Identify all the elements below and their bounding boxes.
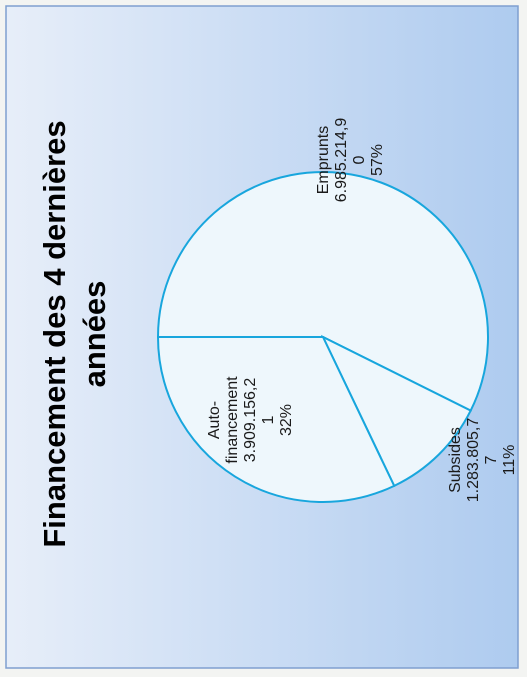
slice-labels: Emprunts 6.985.214,9 0 57% Subsides 1.283.805… xyxy=(206,118,518,503)
slice-label-line: 6.985.214,9 xyxy=(333,118,350,203)
slice-label-line: 1 xyxy=(260,415,277,424)
pie-slice xyxy=(156,336,396,503)
slice-label: Subsides 1.283.805,7 7 11% xyxy=(447,418,518,503)
pie-slice xyxy=(320,334,473,488)
slice-label: Auto-financement 3.909.156,2 1 32% xyxy=(206,376,295,464)
slice-label-line: Subsides xyxy=(447,427,464,493)
slice-label-line: 1.283.805,7 xyxy=(465,418,482,503)
slice-label-line: 0 xyxy=(351,155,368,164)
slice-label-line: Auto- xyxy=(206,401,223,439)
chart-title: Financement des 4 dernières années xyxy=(37,120,112,547)
pie xyxy=(156,171,489,503)
slice-label-line: 32% xyxy=(278,404,295,436)
slice-label-line: financement xyxy=(224,376,241,464)
slice-label-line: 3.909.156,2 xyxy=(242,378,259,463)
slice-label-line: Emprunts xyxy=(315,126,332,194)
slice-label-line: 11% xyxy=(501,445,518,476)
slice-label-line: 57% xyxy=(369,144,386,176)
chart-title-line-2: années xyxy=(77,281,112,388)
pie-slice xyxy=(156,171,489,412)
chart-title-line-1: Financement des 4 dernières xyxy=(37,120,72,547)
slice-label-line: 7 xyxy=(483,455,500,464)
slice-label: Emprunts 6.985.214,9 0 57% xyxy=(315,118,386,203)
